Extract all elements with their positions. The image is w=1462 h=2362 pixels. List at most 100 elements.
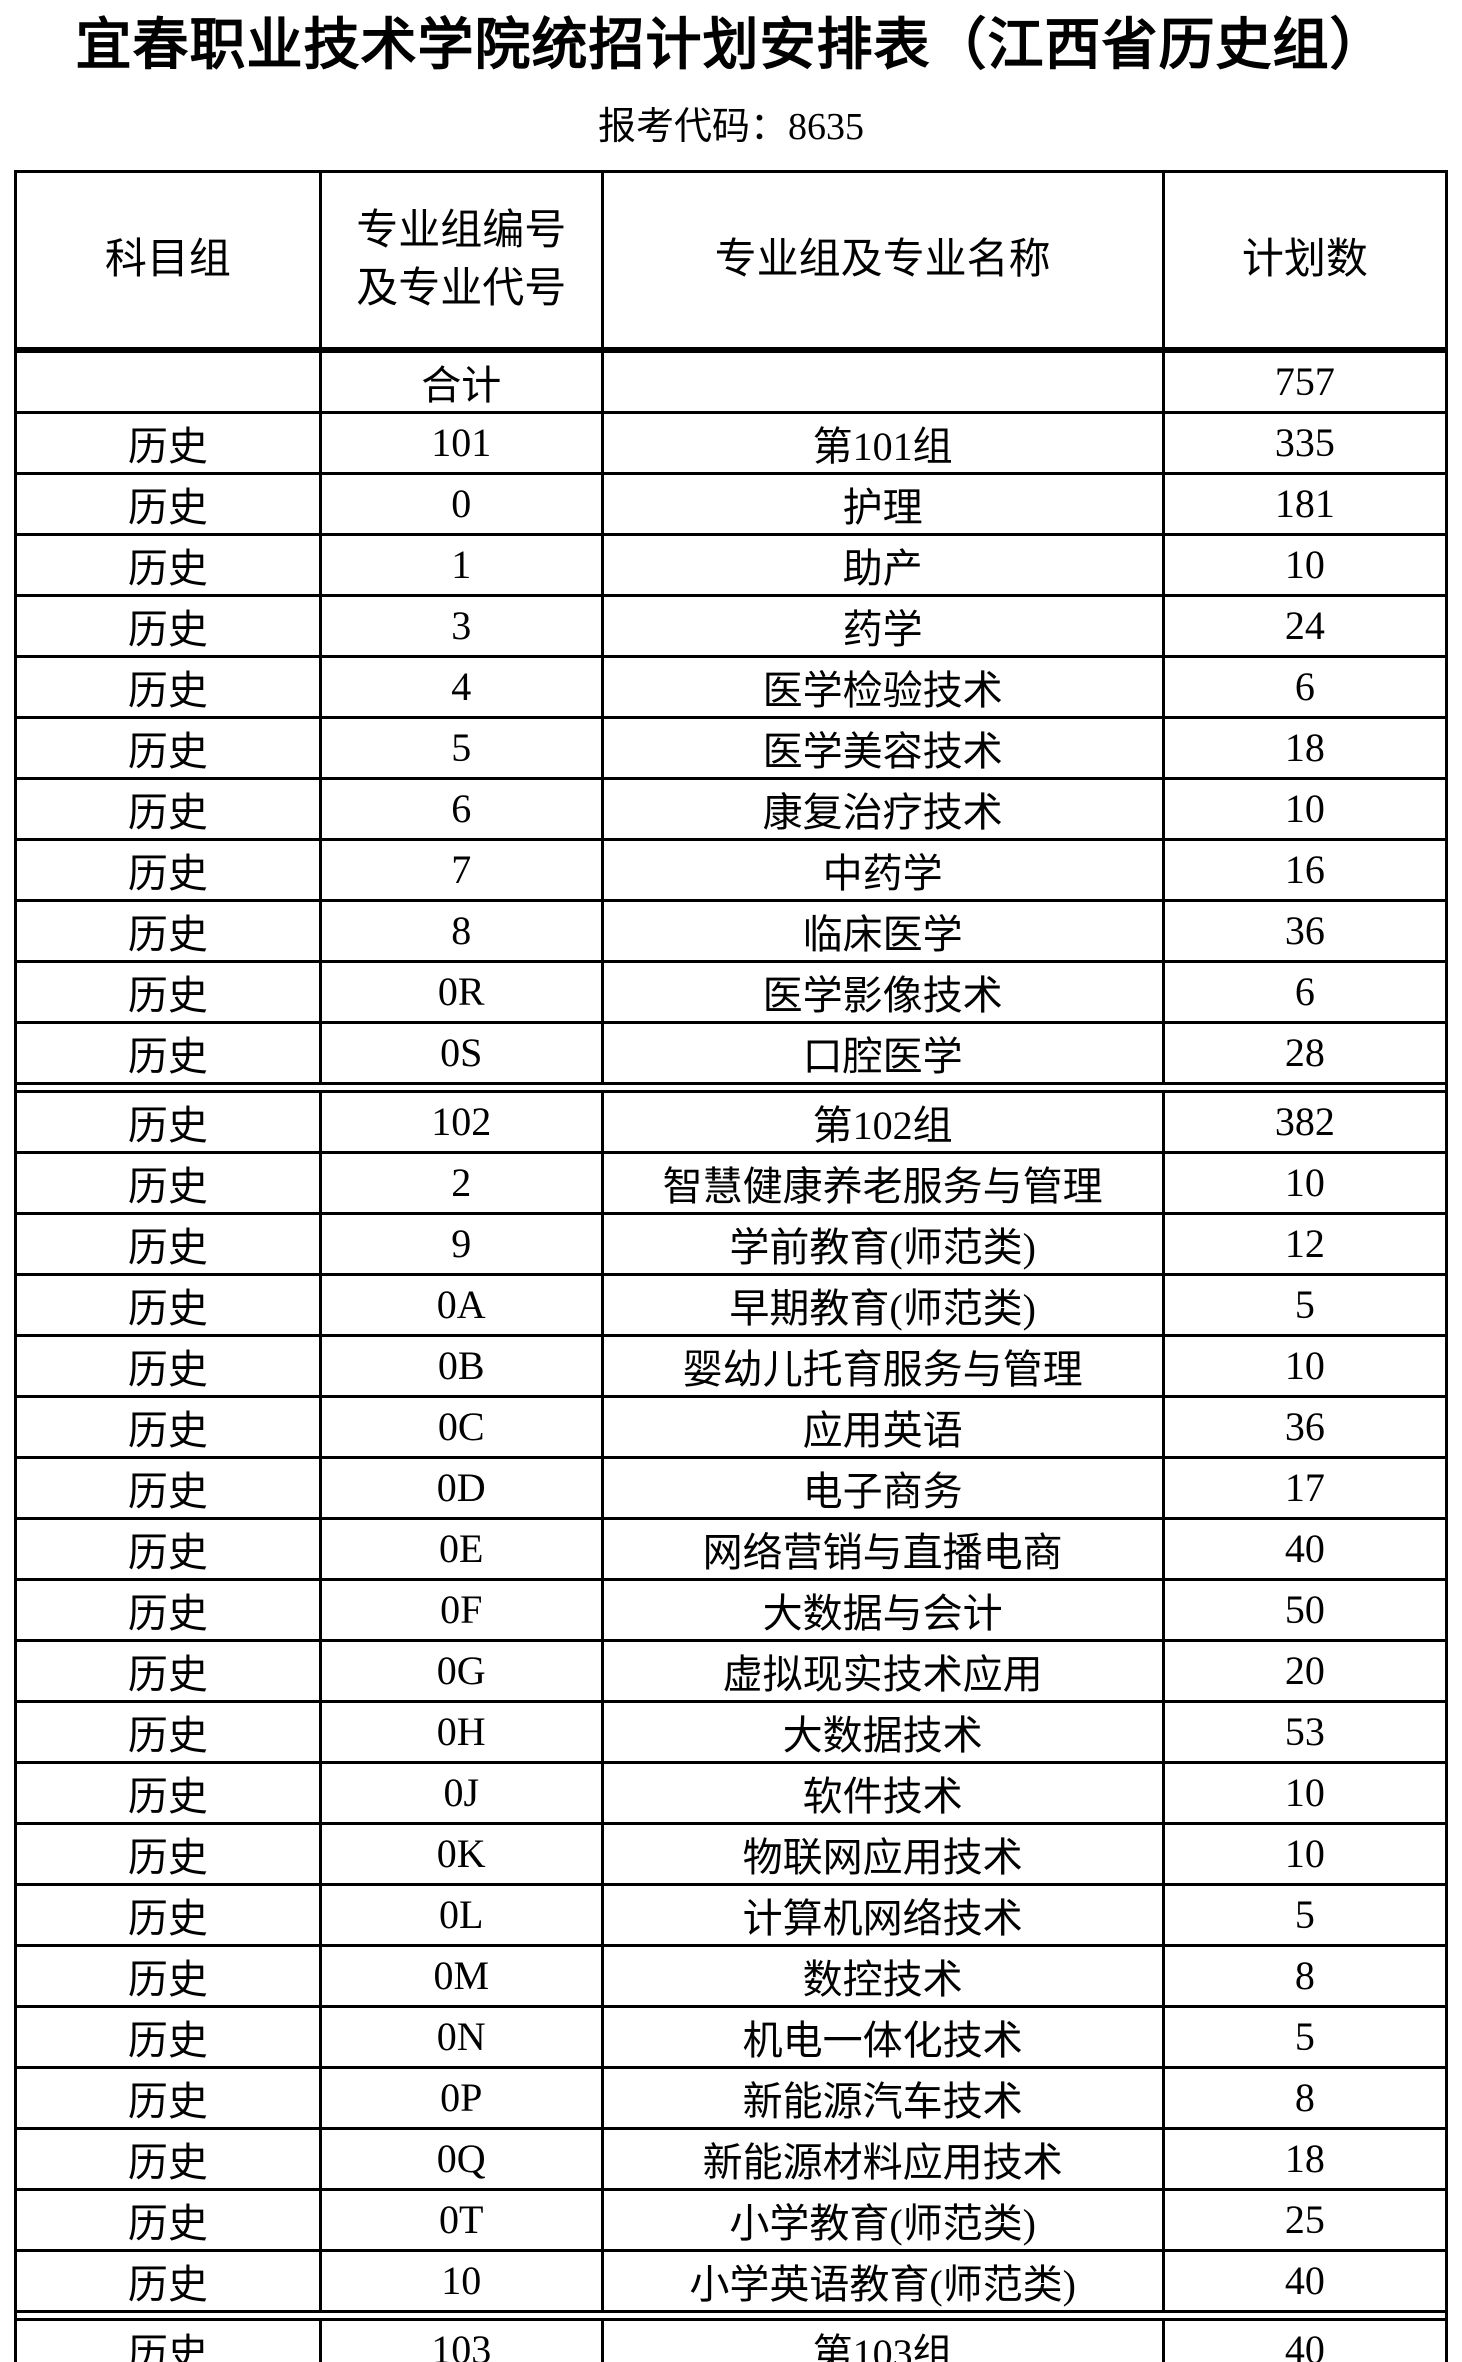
major-code-cell: 4 — [318, 654, 604, 719]
group-separator-row — [14, 1081, 1448, 1093]
plan-count-cell: 10 — [1161, 1821, 1449, 1886]
major-name-cell: 新能源材料应用技术 — [600, 2126, 1165, 2191]
plan-count-cell: 25 — [1161, 2187, 1449, 2252]
table-row: 历史 9 学前教育(师范类) 12 — [14, 1211, 1449, 1276]
table-row: 历史 8 临床医学 36 — [14, 898, 1449, 963]
table-row: 历史 4 医学检验技术 6 — [14, 654, 1449, 719]
subject-group-cell: 历史 — [14, 532, 322, 597]
major-code-cell: 0J — [318, 1760, 604, 1825]
major-name-cell: 软件技术 — [600, 1760, 1165, 1825]
plan-count-cell: 382 — [1161, 1089, 1449, 1154]
subject-group-cell: 历史 — [14, 2248, 322, 2313]
major-code-cell: 8 — [318, 898, 604, 963]
major-code-cell: 0K — [318, 1821, 604, 1886]
table-row: 历史 0P 新能源汽车技术 8 — [14, 2065, 1449, 2130]
subject-group-cell: 历史 — [14, 1333, 322, 1398]
report-code: 报考代码：8635 — [0, 104, 1462, 150]
report-code-label: 报考代码： — [597, 106, 788, 148]
major-code-cell: 1 — [318, 532, 604, 597]
subject-group-cell: 历史 — [14, 410, 322, 475]
report-code-value: 8635 — [788, 106, 864, 148]
subject-group-cell: 历史 — [14, 2004, 322, 2069]
major-code-cell: 7 — [318, 837, 604, 902]
major-code-cell: 103 — [318, 2317, 604, 2362]
plan-count-cell: 5 — [1161, 1272, 1449, 1337]
subject-group-cell: 历史 — [14, 1760, 322, 1825]
plan-count-cell: 8 — [1161, 1943, 1449, 2008]
subject-group-cell: 历史 — [14, 2187, 322, 2252]
major-name-cell: 医学影像技术 — [600, 959, 1165, 1024]
plan-count-cell: 10 — [1161, 1150, 1449, 1215]
plan-count-cell: 28 — [1161, 1020, 1449, 1085]
plan-count-cell: 5 — [1161, 2004, 1449, 2069]
major-name-cell: 婴幼儿托育服务与管理 — [600, 1333, 1165, 1398]
table-row: 历史 0A 早期教育(师范类) 5 — [14, 1272, 1449, 1337]
column-header-subject-group: 科目组 — [14, 170, 322, 353]
subject-group-cell: 历史 — [14, 593, 322, 658]
plan-count-cell: 50 — [1161, 1577, 1449, 1642]
major-name-cell: 学前教育(师范类) — [600, 1211, 1165, 1276]
major-code-cell: 5 — [318, 715, 604, 780]
subject-group-cell: 历史 — [14, 1211, 322, 1276]
subject-group-cell: 历史 — [14, 471, 322, 536]
subject-group-cell: 历史 — [14, 1516, 322, 1581]
header-row: 科目组 专业组编号 及专业代号 专业组及专业名称 计划数 — [14, 170, 1449, 353]
table-row: 历史 101 第101组 335 — [14, 410, 1449, 475]
plan-count-cell: 36 — [1161, 1394, 1449, 1459]
subject-group-cell: 历史 — [14, 654, 322, 719]
plan-count-cell: 6 — [1161, 654, 1449, 719]
major-name-cell: 智慧健康养老服务与管理 — [600, 1150, 1165, 1215]
subject-group-cell: 历史 — [14, 1394, 322, 1459]
major-name-cell: 大数据与会计 — [600, 1577, 1165, 1642]
plan-count-cell: 40 — [1161, 2317, 1449, 2362]
major-code-cell: 6 — [318, 776, 604, 841]
table-row: 历史 0T 小学教育(师范类) 25 — [14, 2187, 1449, 2252]
major-name-cell: 电子商务 — [600, 1455, 1165, 1520]
subject-group-cell: 历史 — [14, 1943, 322, 2008]
subject-group-cell: 历史 — [14, 837, 322, 902]
table-row: 历史 5 医学美容技术 18 — [14, 715, 1449, 780]
table-row: 历史 0J 软件技术 10 — [14, 1760, 1449, 1825]
plan-count-cell: 5 — [1161, 1882, 1449, 1947]
major-name-cell: 机电一体化技术 — [600, 2004, 1165, 2069]
plan-count-cell: 16 — [1161, 837, 1449, 902]
table-row: 历史 0F 大数据与会计 50 — [14, 1577, 1449, 1642]
major-name-cell: 第101组 — [600, 410, 1165, 475]
table-row: 历史 0D 电子商务 17 — [14, 1455, 1449, 1520]
column-header-plan-count: 计划数 — [1161, 170, 1449, 353]
subject-group-cell: 历史 — [14, 715, 322, 780]
major-name-cell: 第103组 — [600, 2317, 1165, 2362]
table-row: 历史 10 小学英语教育(师范类) 40 — [14, 2248, 1449, 2313]
major-name-cell: 康复治疗技术 — [600, 776, 1165, 841]
plan-count-cell: 6 — [1161, 959, 1449, 1024]
table-row: 历史 0H 大数据技术 53 — [14, 1699, 1449, 1764]
major-code-cell: 0S — [318, 1020, 604, 1085]
major-code-cell: 0Q — [318, 2126, 604, 2191]
page-title: 宜春职业技术学院统招计划安排表（江西省历史组） — [75, 15, 1387, 77]
subject-group-cell: 历史 — [14, 1455, 322, 1520]
table-row: 历史 0M 数控技术 8 — [14, 1943, 1449, 2008]
table-row: 历史 0G 虚拟现实技术应用 20 — [14, 1638, 1449, 1703]
major-code-cell: 0E — [318, 1516, 604, 1581]
subject-group-cell: 历史 — [14, 1020, 322, 1085]
major-name-cell — [600, 348, 1165, 414]
subject-group-cell: 历史 — [14, 776, 322, 841]
plan-count-cell: 36 — [1161, 898, 1449, 963]
plan-count-cell: 53 — [1161, 1699, 1449, 1764]
plan-count-cell: 10 — [1161, 776, 1449, 841]
major-name-cell: 数控技术 — [600, 1943, 1165, 2008]
group-separator-cell — [14, 2309, 1448, 2321]
major-code-cell: 0F — [318, 1577, 604, 1642]
table-row: 历史 0R 医学影像技术 6 — [14, 959, 1449, 1024]
subject-group-cell: 历史 — [14, 1638, 322, 1703]
major-code-cell: 0H — [318, 1699, 604, 1764]
plan-count-cell: 40 — [1161, 2248, 1449, 2313]
table-row: 历史 6 康复治疗技术 10 — [14, 776, 1449, 841]
major-code-cell: 10 — [318, 2248, 604, 2313]
subject-group-cell: 历史 — [14, 1150, 322, 1215]
enrollment-plan-table: 科目组 专业组编号 及专业代号 专业组及专业名称 计划数 合计 757 历史 101 第… — [14, 170, 1449, 2362]
major-code-cell: 101 — [318, 410, 604, 475]
table-row: 历史 0Q 新能源材料应用技术 18 — [14, 2126, 1449, 2191]
major-name-cell: 药学 — [600, 593, 1165, 658]
table-row: 历史 0B 婴幼儿托育服务与管理 10 — [14, 1333, 1449, 1398]
